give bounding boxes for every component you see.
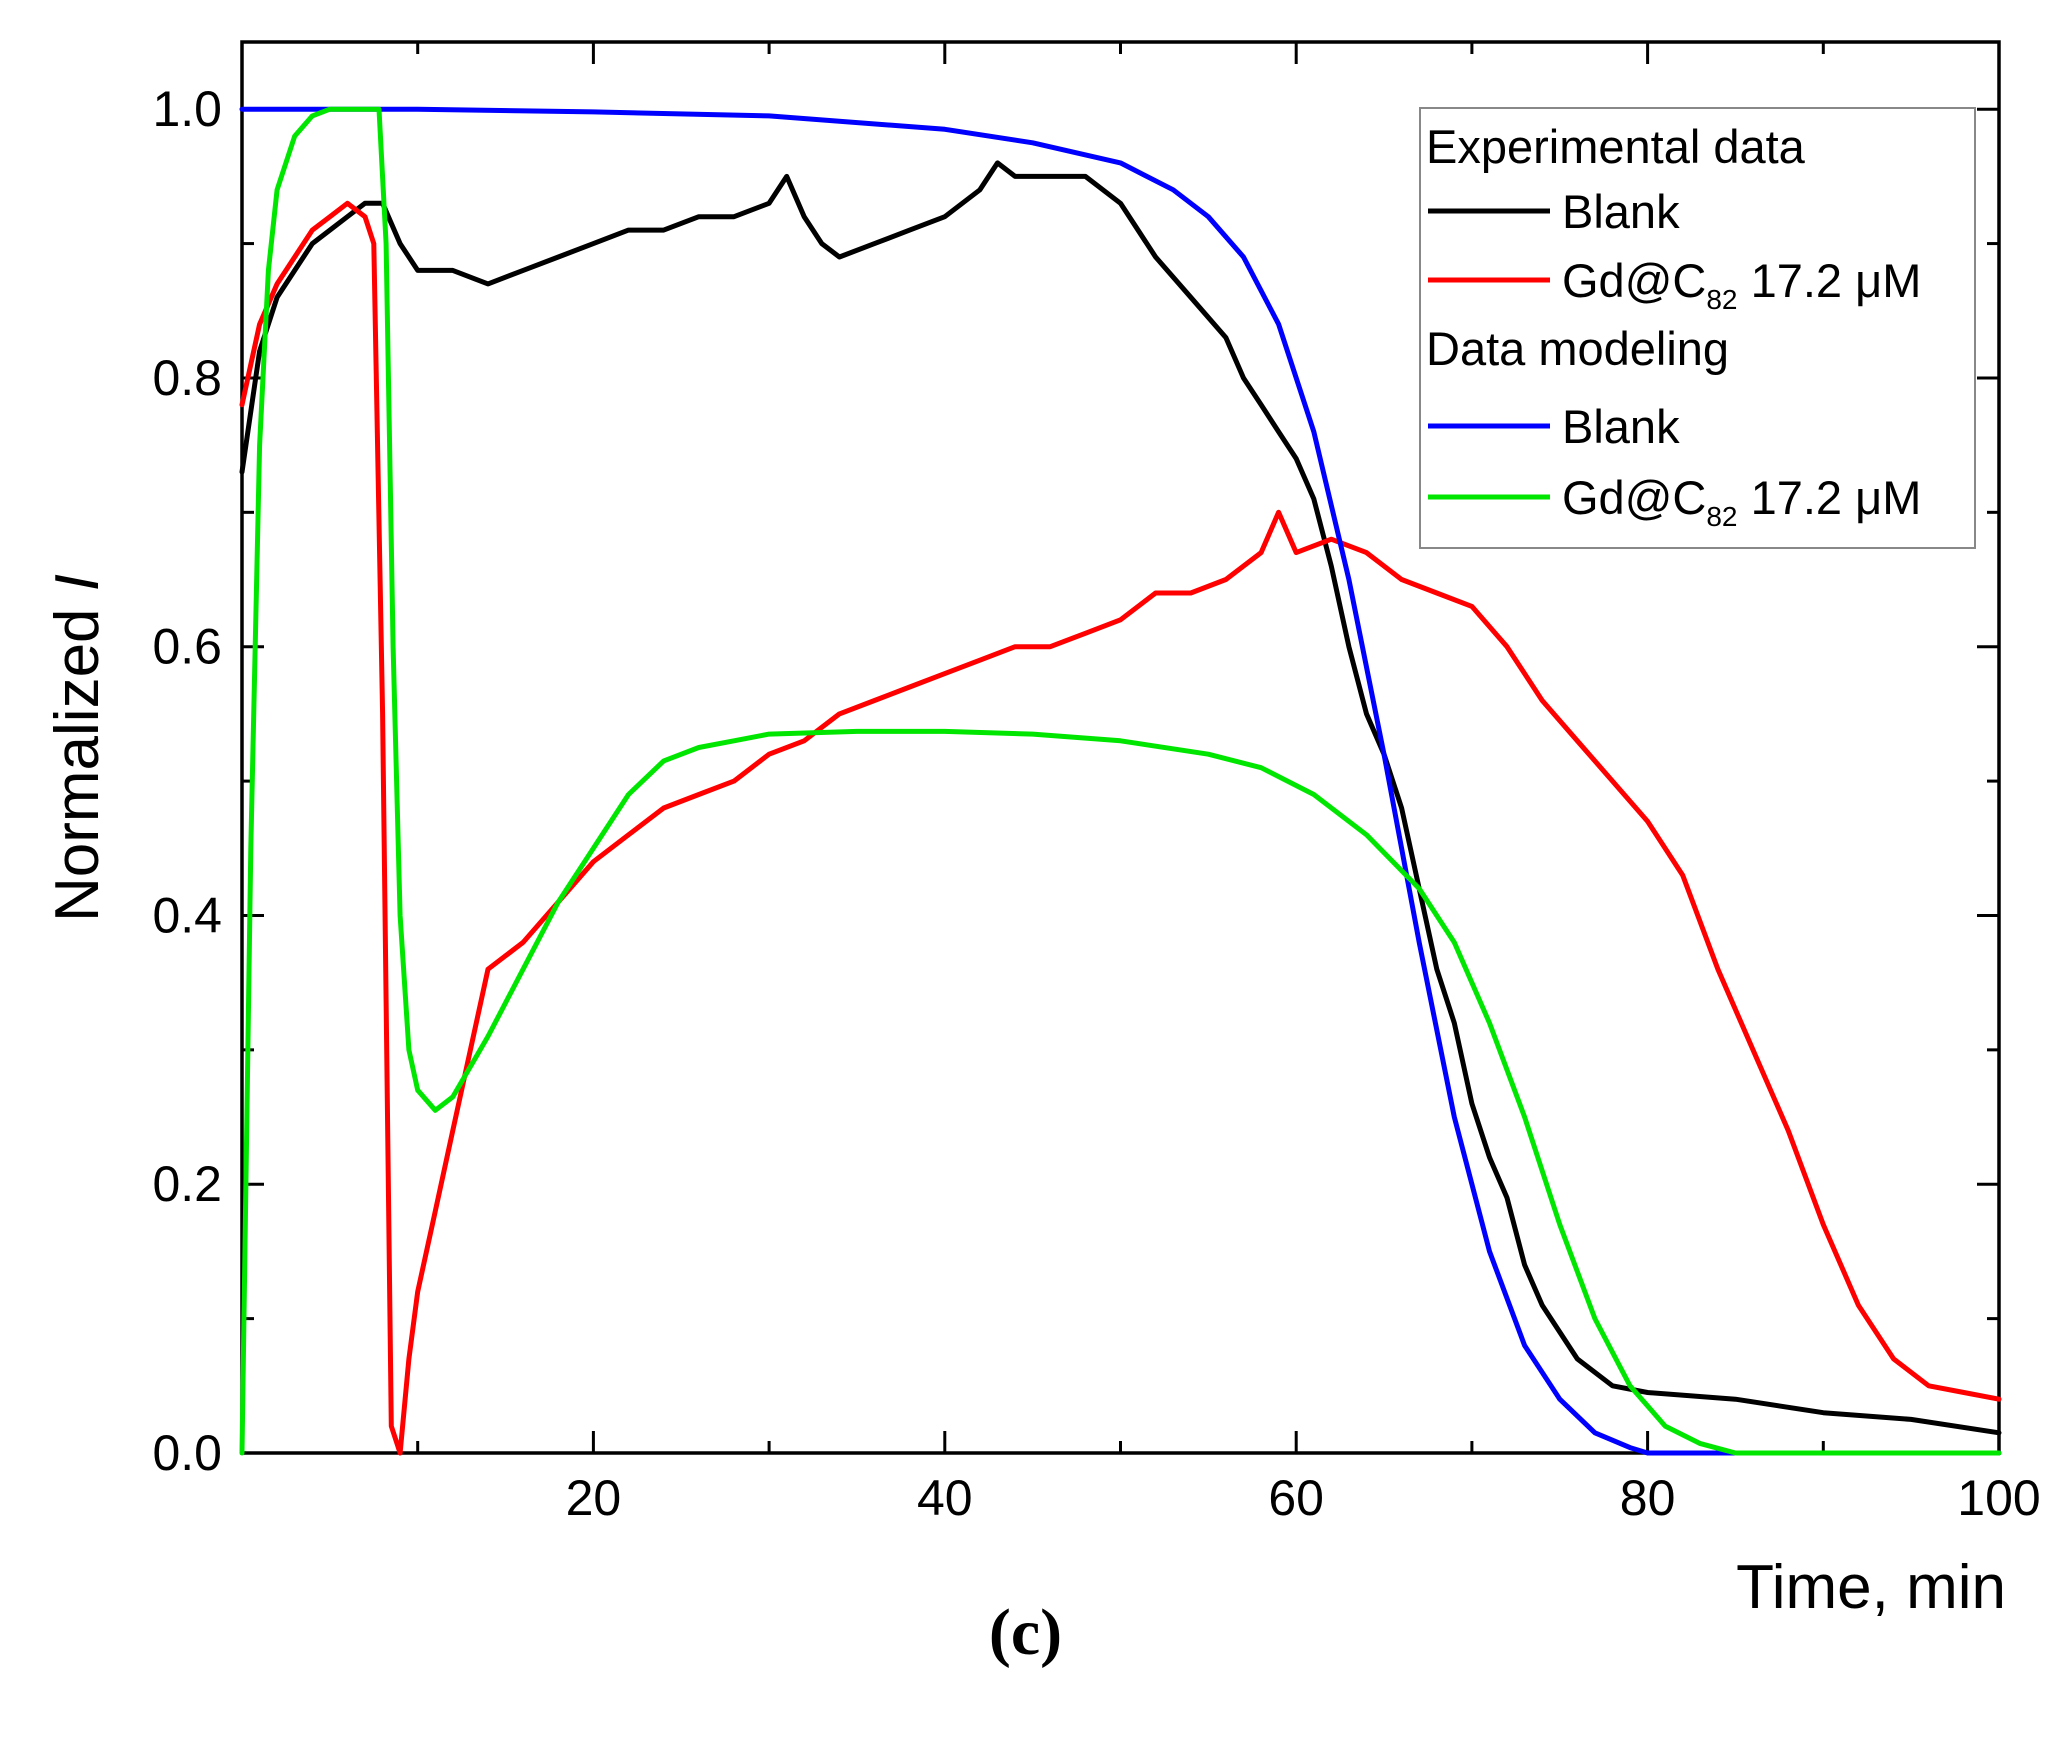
x-tick-label: 60 (1268, 1470, 1324, 1526)
y-axis-title-prefix: Normalized (43, 591, 112, 922)
y-tick-label: 0.6 (152, 619, 222, 675)
legend-gd-model-subscript: 82 (1706, 501, 1737, 532)
series-layer (239, 106, 2002, 1456)
y-tick-label: 0.0 (152, 1425, 222, 1481)
series-gd-model (239, 106, 2002, 1456)
y-tick-label: 0.8 (152, 350, 222, 406)
series-blank-experimental (239, 160, 2002, 1436)
legend-gd-exp-suffix: 17.2 μM (1738, 254, 1922, 307)
y-tick-label: 0.4 (152, 887, 222, 943)
legend-gd-model-prefix: Gd@C (1562, 471, 1706, 524)
y-tick-label: 0.2 (152, 1156, 222, 1212)
legend-label-gd-exp: Gd@C82 17.2 μM (1562, 254, 1921, 315)
x-tick-label: 40 (917, 1470, 973, 1526)
legend-title-experimental: Experimental data (1426, 120, 1806, 173)
series-gd-experimental (239, 200, 2002, 1456)
x-axis-title: Time, min (1736, 1553, 2006, 1622)
legend-box (1419, 107, 1976, 549)
legend-gd-exp-prefix: Gd@C (1562, 254, 1706, 307)
x-tick-label: 80 (1620, 1470, 1676, 1526)
series-blank-model (239, 106, 2002, 1456)
axis-tick-labels: 20 40 60 80 100 0.0 0.2 0.4 0.6 0.8 1.0 (152, 81, 2040, 1526)
legend-title-modeling: Data modeling (1426, 322, 1729, 375)
legend-label-gd-model: Gd@C82 17.2 μM (1562, 471, 1921, 532)
y-axis-title: Normalized I (43, 574, 112, 922)
legend-label-blank-model: Blank (1562, 400, 1680, 453)
legend: Experimental data Blank Gd@C82 17.2 μM D… (1419, 107, 1976, 549)
legend-gd-exp-subscript: 82 (1706, 284, 1737, 315)
x-tick-label: 100 (1957, 1470, 2040, 1526)
figure-caption: (c) (988, 1596, 1063, 1669)
y-axis-title-variable: I (43, 574, 112, 591)
y-tick-label: 1.0 (152, 81, 222, 137)
x-tick-label: 20 (566, 1470, 622, 1526)
legend-gd-model-suffix: 17.2 μM (1738, 471, 1922, 524)
legend-label-blank-exp: Blank (1562, 185, 1680, 238)
